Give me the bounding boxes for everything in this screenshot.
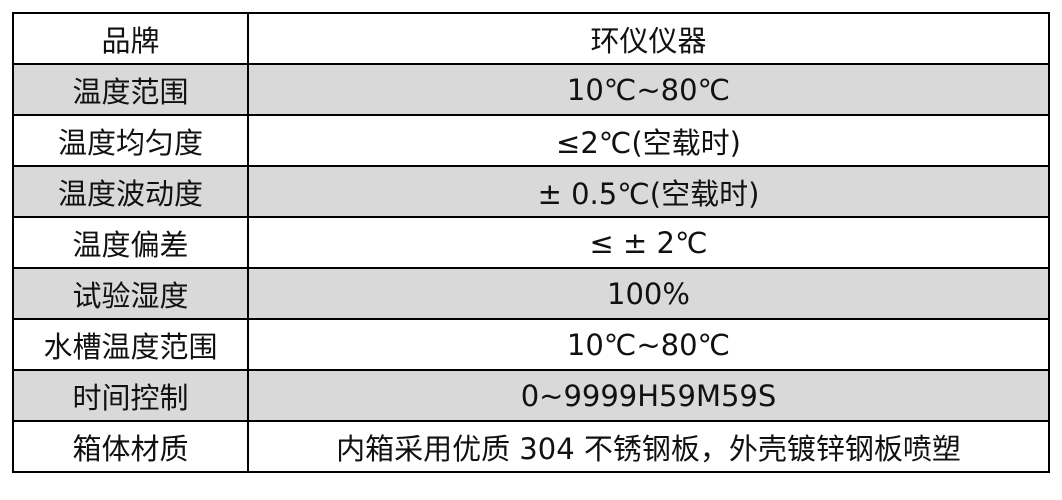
table-row: 水槽温度范围 10℃~80℃	[12, 318, 1050, 371]
row-value: 环仪仪器	[247, 12, 1050, 65]
row-label: 试验湿度	[12, 267, 249, 320]
row-value: 10℃~80℃	[247, 318, 1050, 371]
row-label: 品牌	[12, 12, 249, 65]
table-row: 时间控制 0~9999H59M59S	[12, 369, 1050, 422]
row-label: 箱体材质	[12, 420, 249, 473]
table-row: 品牌 环仪仪器	[12, 12, 1050, 65]
table-row: 温度均匀度 ≤2℃(空载时)	[12, 114, 1050, 167]
row-label: 温度均匀度	[12, 114, 249, 167]
row-label: 水槽温度范围	[12, 318, 249, 371]
row-value: 内箱采用优质 304 不锈钢板，外壳镀锌钢板喷塑	[247, 420, 1050, 473]
row-label: 温度范围	[12, 63, 249, 116]
spec-table: 品牌 环仪仪器 温度范围 10℃~80℃ 温度均匀度 ≤2℃(空载时) 温度波动度 ± 0.5…	[12, 12, 1050, 473]
row-value: ± 0.5℃(空载时)	[247, 165, 1050, 218]
table-row: 温度偏差 ≤ ± 2℃	[12, 216, 1050, 269]
row-value: ≤2℃(空载时)	[247, 114, 1050, 167]
table-row: 温度范围 10℃~80℃	[12, 63, 1050, 116]
table-row: 温度波动度 ± 0.5℃(空载时)	[12, 165, 1050, 218]
row-label: 温度波动度	[12, 165, 249, 218]
row-value: ≤ ± 2℃	[247, 216, 1050, 269]
table-row: 试验湿度 100%	[12, 267, 1050, 320]
row-value: 10℃~80℃	[247, 63, 1050, 116]
row-label: 时间控制	[12, 369, 249, 422]
row-value: 0~9999H59M59S	[247, 369, 1050, 422]
row-value: 100%	[247, 267, 1050, 320]
table-row: 箱体材质 内箱采用优质 304 不锈钢板，外壳镀锌钢板喷塑	[12, 420, 1050, 473]
row-label: 温度偏差	[12, 216, 249, 269]
